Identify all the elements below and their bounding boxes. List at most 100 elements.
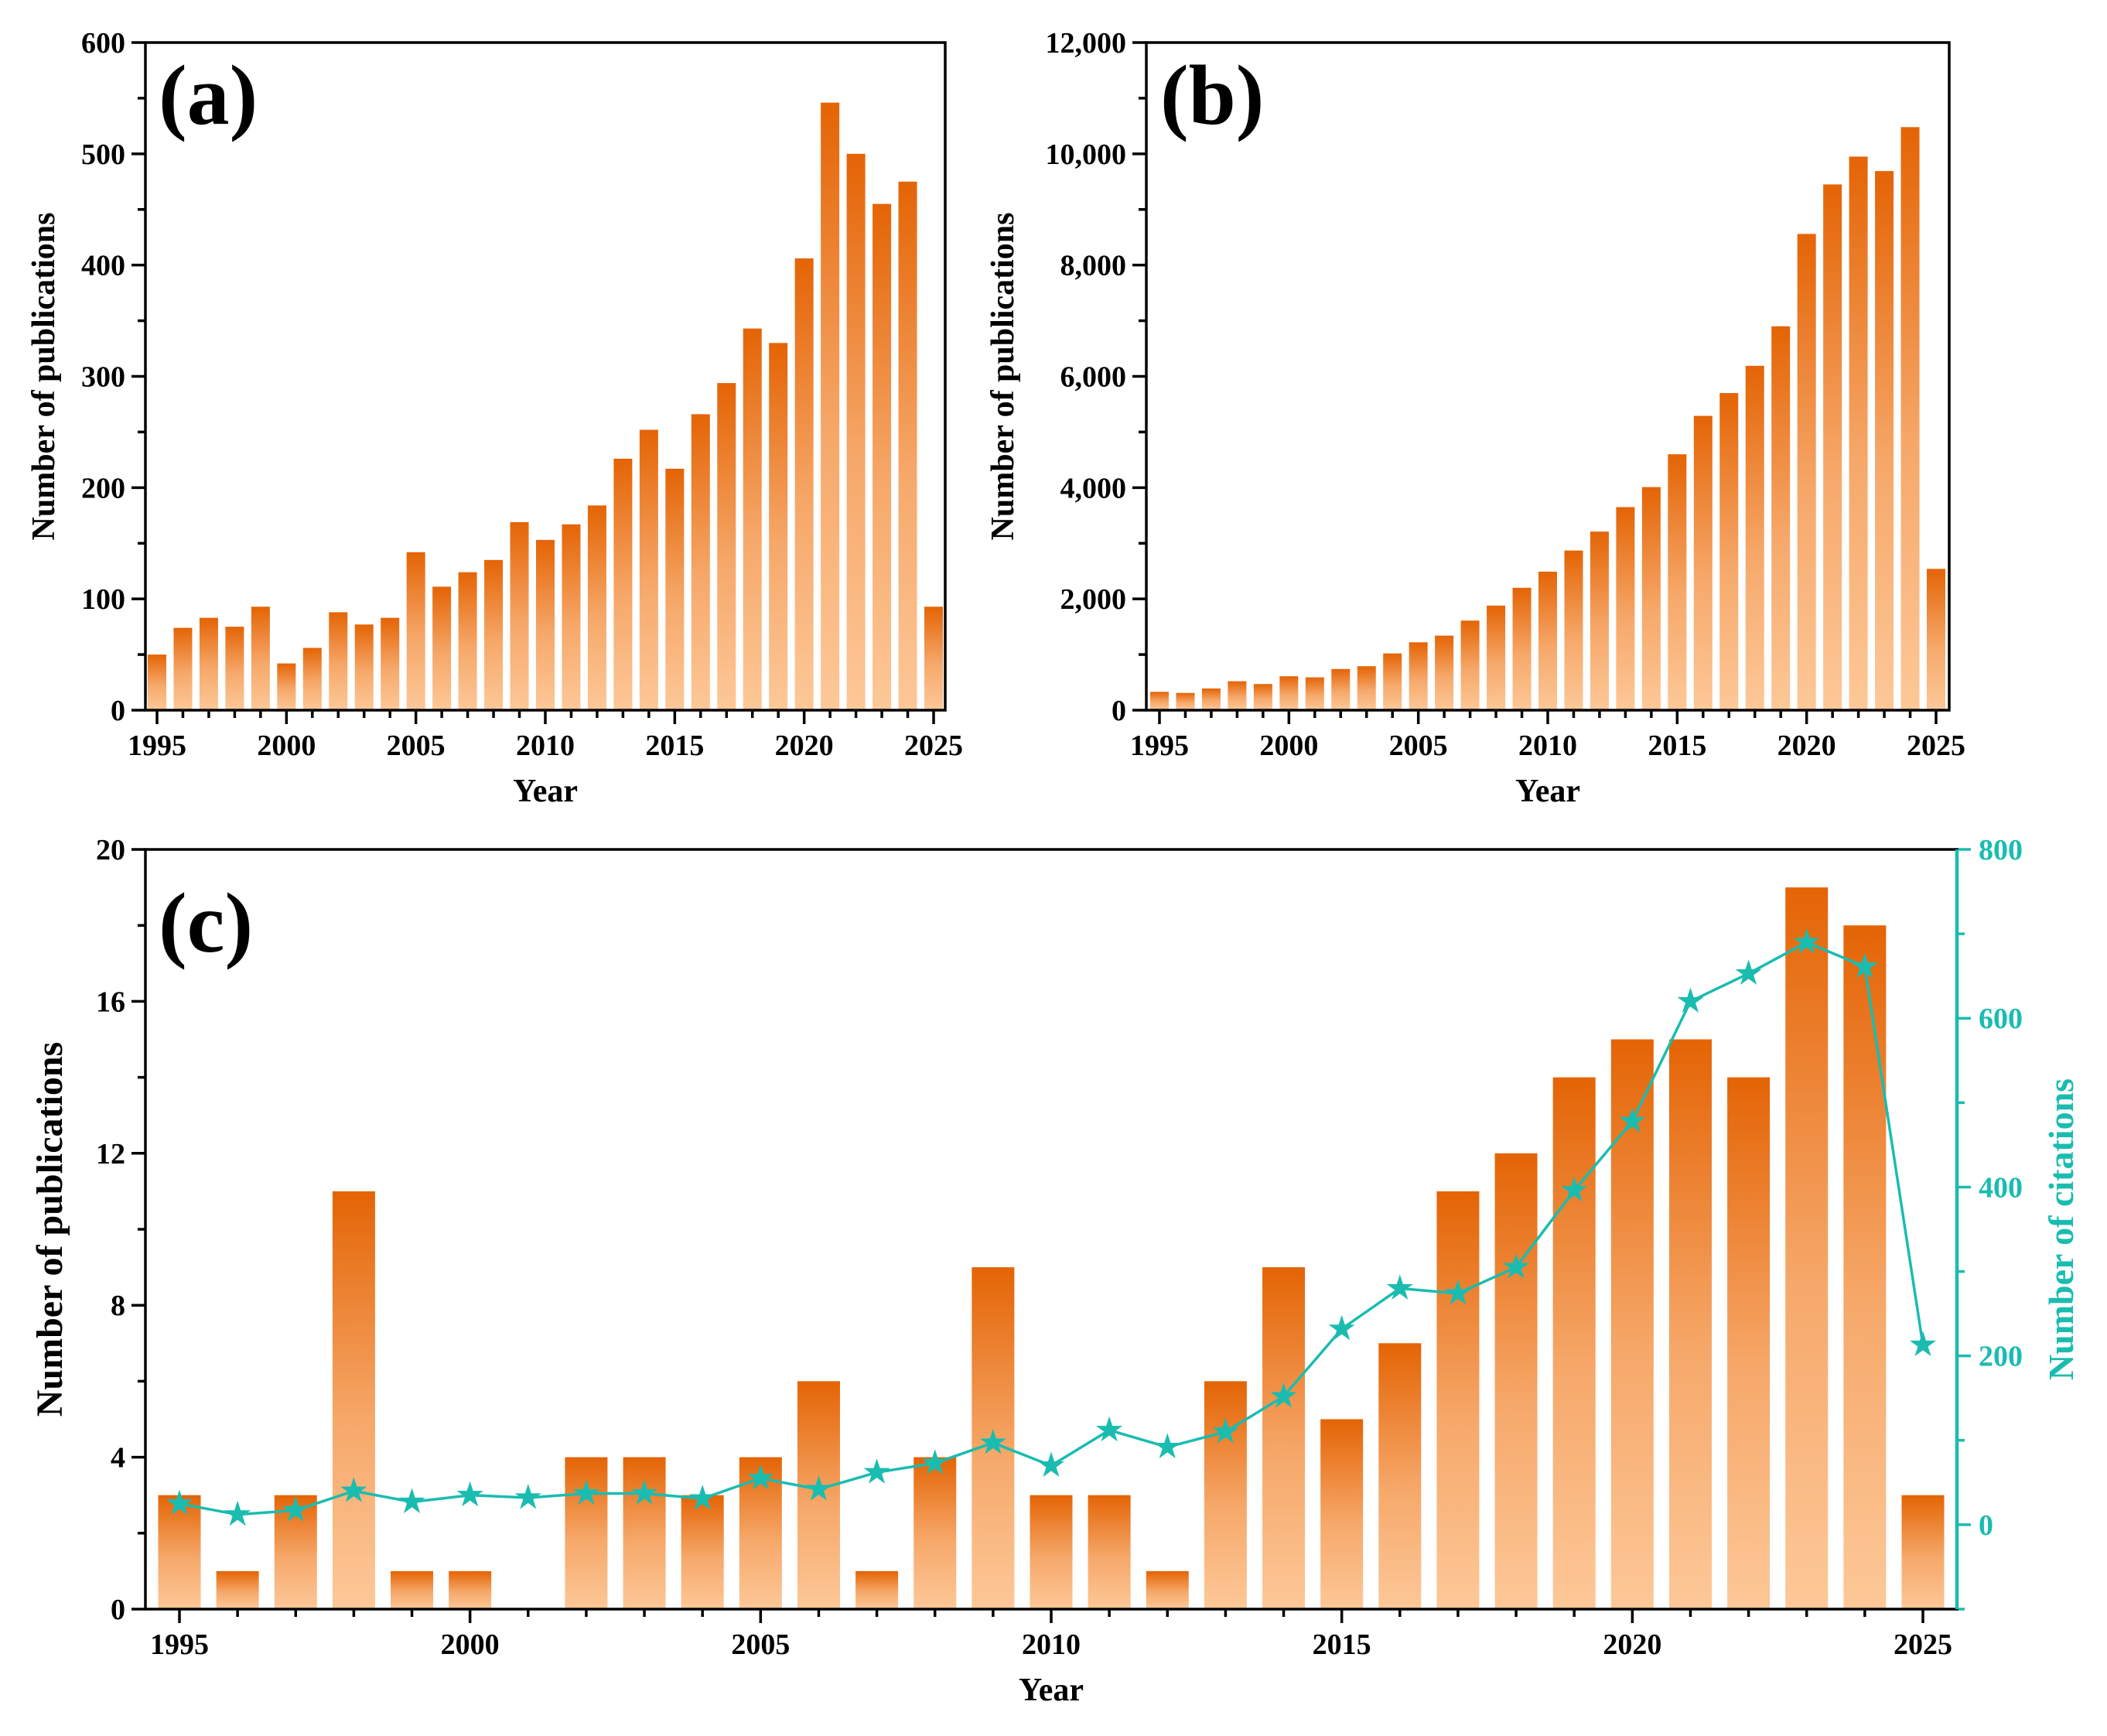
bar-c-2024 xyxy=(1843,925,1887,1609)
bar-a-2001 xyxy=(302,648,322,710)
y-axis-label: Number of publications xyxy=(26,213,62,541)
bar-b-2016 xyxy=(1693,415,1713,710)
bar-b-1997 xyxy=(1201,688,1221,710)
bar-c-2015 xyxy=(1320,1419,1364,1609)
bar-b-2006 xyxy=(1435,635,1454,710)
bar-b-2024 xyxy=(1900,127,1920,710)
x-tick-label: 2010 xyxy=(1518,730,1577,762)
citation-point-2011 xyxy=(1096,1416,1123,1442)
bar-b-2014 xyxy=(1641,487,1661,710)
chart-panel-c: 0 200 400 600 800 Number of citations 0 4 8 12 16 2… xyxy=(29,834,2081,1708)
panel-label: (c) xyxy=(159,876,253,970)
bar-b-2012 xyxy=(1590,531,1609,710)
bar-c-2011 xyxy=(1088,1495,1131,1609)
y-tick-label: 4,000 xyxy=(1060,472,1127,504)
bar-a-2015 xyxy=(665,468,685,710)
x-tick-label: 2000 xyxy=(1259,730,1318,762)
bar-a-2013 xyxy=(613,458,633,710)
bar-b-2019 xyxy=(1771,326,1791,710)
bar-c-2004 xyxy=(681,1495,724,1609)
panel-label: (a) xyxy=(159,48,258,142)
bar-b-1999 xyxy=(1253,684,1272,710)
y-tick-label: 16 xyxy=(96,986,125,1018)
bar-c-1996 xyxy=(216,1570,259,1609)
x-tick-label: 2015 xyxy=(1648,730,1706,762)
x-tick-label: 2000 xyxy=(257,730,316,762)
y2-tick-label: 200 xyxy=(1979,1341,2023,1373)
bar-a-2020 xyxy=(794,258,814,711)
bar-a-1995 xyxy=(148,654,166,710)
bar-b-2013 xyxy=(1616,507,1635,710)
citation-point-2010 xyxy=(1037,1451,1065,1478)
bar-a-2023 xyxy=(873,203,892,710)
y-tick-label: 300 xyxy=(81,361,125,394)
bar-a-2011 xyxy=(562,524,581,710)
bar-c-2025 xyxy=(1901,1495,1945,1609)
y-axis-label: Number of publications xyxy=(29,1042,70,1417)
bar-b-1995 xyxy=(1150,692,1169,710)
x-tick-label: 1995 xyxy=(128,730,186,762)
y-tick-label: 12 xyxy=(96,1138,125,1170)
bar-c-2008 xyxy=(913,1457,957,1609)
bar-a-2004 xyxy=(381,617,400,710)
bar-c-2012 xyxy=(1146,1570,1189,1609)
bar-c-2018 xyxy=(1494,1153,1538,1609)
bar-a-1999 xyxy=(251,607,270,710)
y2-tick-label: 0 xyxy=(1979,1509,1993,1542)
bar-b-1996 xyxy=(1176,692,1195,710)
bar-b-2004 xyxy=(1383,653,1402,710)
bar-c-2020 xyxy=(1610,1039,1654,1609)
x-tick-label: 1995 xyxy=(1130,730,1189,762)
bar-a-2018 xyxy=(743,328,762,710)
y-tick-label: 200 xyxy=(81,472,125,504)
y-tick-label: 2,000 xyxy=(1060,583,1127,616)
y-tick-label: 100 xyxy=(81,583,125,616)
bar-a-2019 xyxy=(769,343,788,710)
y-tick-label: 6,000 xyxy=(1060,361,1127,394)
citation-point-2022 xyxy=(1735,959,1762,985)
bar-a-1996 xyxy=(173,627,193,710)
bar-c-2010 xyxy=(1030,1495,1073,1609)
bar-b-2008 xyxy=(1487,605,1506,710)
x-tick-label: 1995 xyxy=(150,1628,209,1661)
bar-a-1997 xyxy=(199,617,218,710)
y-tick-label: 500 xyxy=(81,138,125,171)
panel-label: (b) xyxy=(1160,48,1264,142)
y2-axis-label: Number of citations xyxy=(2041,1078,2081,1380)
bar-b-2011 xyxy=(1564,550,1583,710)
bar-b-2018 xyxy=(1745,365,1764,710)
x-tick-label: 2000 xyxy=(441,1628,500,1661)
x-tick-label: 2020 xyxy=(1603,1628,1661,1661)
bar-a-2016 xyxy=(691,414,710,710)
bar-a-2008 xyxy=(484,559,504,710)
bar-a-2012 xyxy=(587,505,606,710)
citation-point-2000 xyxy=(456,1481,483,1507)
y-tick-label: 8,000 xyxy=(1060,250,1127,282)
y-tick-label: 0 xyxy=(1112,695,1126,727)
bar-b-2020 xyxy=(1797,234,1816,711)
bar-c-2021 xyxy=(1668,1039,1712,1609)
bar-b-2022 xyxy=(1849,156,1868,710)
bar-a-2009 xyxy=(510,521,529,710)
bar-b-2000 xyxy=(1279,676,1299,710)
x-tick-label: 2015 xyxy=(1313,1628,1371,1661)
x-axis-label: Year xyxy=(1019,1673,1084,1708)
bar-a-2017 xyxy=(717,383,736,710)
citation-point-2021 xyxy=(1677,987,1704,1013)
y2-tick-label: 600 xyxy=(1979,1003,2023,1035)
bar-b-2025 xyxy=(1927,569,1945,710)
x-axis-label: Year xyxy=(1515,774,1580,809)
x-tick-label: 2005 xyxy=(1389,730,1448,762)
bar-b-2009 xyxy=(1512,587,1532,710)
bar-b-2002 xyxy=(1331,668,1351,710)
bar-a-2022 xyxy=(846,153,866,711)
chart-panel-b: 0 2,000 4,000 6,000 8,000 10,000 12,000 1995 200… xyxy=(985,27,1965,809)
bar-b-2007 xyxy=(1460,620,1480,710)
bar-b-2017 xyxy=(1719,393,1739,710)
y-tick-label: 8 xyxy=(111,1290,125,1322)
bar-a-2010 xyxy=(536,539,555,710)
x-tick-label: 2025 xyxy=(904,730,963,762)
x-axis-label: Year xyxy=(513,774,578,809)
y2-tick-label: 800 xyxy=(1979,834,2023,866)
